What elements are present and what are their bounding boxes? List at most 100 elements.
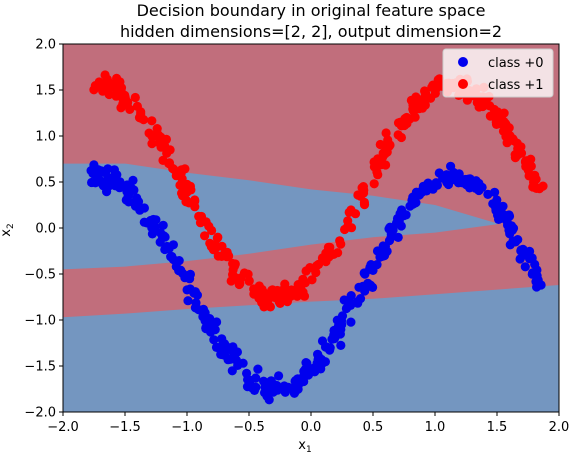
y-tick-label: −1.5 (24, 360, 56, 375)
point-class-1 (312, 261, 322, 271)
legend-marker-class0 (458, 57, 468, 67)
point-class-1 (462, 95, 472, 105)
point-class-1 (109, 81, 119, 91)
point-class-0 (502, 216, 512, 226)
point-class-0 (150, 222, 160, 232)
point-class-0 (148, 214, 158, 225)
point-class-1 (277, 286, 287, 296)
x-tick-label: 0.0 (301, 420, 322, 435)
point-class-1 (534, 184, 545, 194)
point-class-0 (336, 340, 346, 350)
point-class-0 (325, 343, 335, 353)
point-class-1 (89, 85, 99, 95)
point-class-0 (274, 371, 284, 381)
point-class-0 (160, 232, 170, 242)
point-class-1 (375, 139, 385, 150)
point-class-0 (470, 183, 481, 193)
point-class-1 (212, 242, 222, 252)
point-class-0 (363, 278, 373, 288)
point-class-0 (198, 304, 209, 314)
legend-box (442, 48, 554, 98)
point-class-1 (335, 236, 345, 246)
point-class-0 (166, 252, 176, 262)
point-class-0 (262, 378, 272, 388)
point-class-1 (147, 116, 157, 126)
point-class-1 (249, 289, 259, 299)
point-class-0 (177, 268, 188, 278)
point-class-0 (531, 277, 541, 287)
point-class-1 (116, 103, 126, 113)
point-class-1 (287, 288, 297, 298)
point-class-1 (201, 217, 211, 227)
y-axis-label: x2 (0, 223, 16, 236)
point-class-0 (205, 314, 215, 324)
y-axis-ticks: −2.0 −1.5 −1.0 −0.5 0.0 0.5 1.0 1.5 2.0 (24, 38, 63, 421)
point-class-0 (212, 317, 222, 327)
point-class-0 (87, 177, 97, 188)
point-class-1 (405, 114, 415, 124)
point-class-1 (428, 80, 438, 90)
point-class-0 (344, 295, 354, 305)
point-class-1 (333, 248, 343, 258)
point-class-0 (434, 168, 444, 178)
point-class-1 (213, 232, 223, 242)
point-class-1 (393, 130, 403, 140)
x-tick-label: 1.0 (425, 420, 446, 435)
point-class-0 (104, 181, 114, 191)
point-class-1 (369, 179, 379, 189)
y-tick-label: −0.5 (24, 268, 56, 283)
point-class-0 (360, 286, 370, 296)
point-class-1 (200, 231, 210, 241)
point-class-0 (305, 365, 315, 375)
point-class-0 (139, 203, 149, 213)
point-class-0 (209, 335, 219, 345)
point-class-1 (420, 100, 430, 110)
point-class-0 (332, 328, 342, 338)
point-class-1 (101, 85, 112, 95)
legend: class +0 class +1 (442, 48, 554, 98)
point-class-0 (302, 358, 312, 368)
point-class-1 (120, 91, 130, 101)
scatter-points (86, 70, 548, 405)
point-class-0 (272, 381, 282, 391)
point-class-1 (369, 162, 379, 172)
legend-label-class1: class +1 (488, 78, 544, 93)
y-tick-label: −2.0 (24, 406, 56, 421)
x-axis-ticks: −2.0 −1.5 −1.0 −0.5 0.0 0.5 1.0 1.5 2.0 (47, 412, 569, 435)
chart-title-line1: Decision boundary in original feature sp… (137, 1, 486, 20)
point-class-0 (231, 355, 241, 365)
point-class-1 (147, 139, 157, 149)
point-class-0 (490, 187, 500, 197)
point-class-0 (312, 358, 322, 368)
point-class-0 (395, 209, 405, 220)
point-class-1 (100, 70, 110, 80)
point-class-1 (254, 281, 264, 291)
point-class-1 (502, 126, 512, 136)
y-tick-label: 2.0 (35, 38, 56, 53)
point-class-0 (527, 253, 537, 263)
point-class-0 (372, 246, 383, 256)
point-class-0 (293, 380, 303, 391)
point-class-1 (236, 273, 246, 283)
point-class-1 (491, 119, 502, 129)
point-class-0 (442, 175, 452, 185)
x-axis-label: x1 (298, 438, 311, 455)
point-class-0 (132, 197, 142, 207)
point-class-0 (382, 246, 392, 256)
legend-marker-class1 (458, 79, 468, 89)
point-class-0 (190, 287, 200, 297)
point-class-0 (224, 344, 234, 354)
point-class-1 (130, 92, 140, 103)
point-class-1 (383, 135, 393, 145)
point-class-0 (394, 216, 404, 226)
point-class-1 (381, 160, 391, 170)
point-class-0 (453, 178, 463, 188)
y-axis-label-subscript: 2 (6, 223, 16, 229)
point-class-0 (217, 347, 227, 357)
point-class-0 (417, 186, 427, 196)
point-class-0 (110, 176, 121, 186)
point-class-0 (227, 366, 237, 376)
point-class-0 (182, 285, 192, 295)
point-class-0 (365, 262, 375, 272)
point-class-1 (490, 106, 501, 116)
